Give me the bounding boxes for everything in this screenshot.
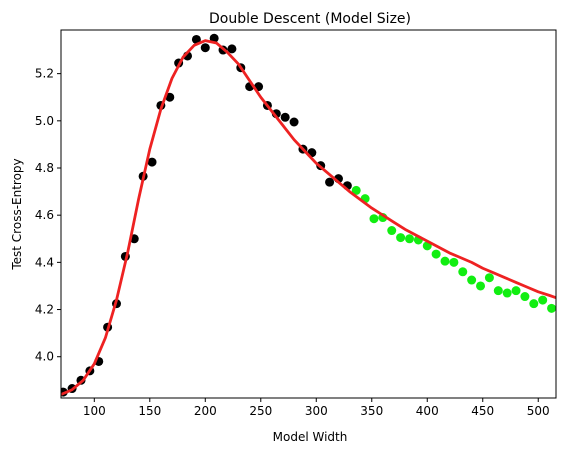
x-tick-label: 250 xyxy=(249,404,272,418)
data-point xyxy=(502,288,512,298)
data-point xyxy=(493,286,503,296)
y-tick-label: 4.8 xyxy=(35,161,54,175)
data-point xyxy=(209,33,219,43)
plot-frame xyxy=(60,29,557,399)
data-point xyxy=(458,267,468,277)
data-point xyxy=(431,249,441,259)
y-tick-label: 5.2 xyxy=(35,67,54,81)
x-tick-label: 350 xyxy=(360,404,383,418)
data-point xyxy=(200,43,210,53)
plot-marks xyxy=(61,33,556,397)
fit-line xyxy=(61,39,556,396)
data-point xyxy=(369,214,379,224)
data-point xyxy=(529,299,539,309)
x-tick-label: 400 xyxy=(416,404,439,418)
data-point xyxy=(511,286,521,296)
data-point xyxy=(520,292,530,302)
y-tick-label: 4.0 xyxy=(35,350,54,364)
data-point xyxy=(351,185,361,195)
y-tick-label: 4.6 xyxy=(35,208,54,222)
data-point xyxy=(484,273,494,283)
y-axis-label: Test Cross-Entropy xyxy=(10,158,24,270)
y-tick-label: 4.4 xyxy=(35,255,54,269)
x-tick-label: 300 xyxy=(305,404,328,418)
y-tick-label: 4.2 xyxy=(35,303,54,317)
y-axis: 4.0 4.2 4.4 4.6 4.8 5.0 5.2 xyxy=(35,67,61,364)
data-point xyxy=(449,257,459,267)
data-point xyxy=(440,256,450,266)
x-tick-label: 500 xyxy=(527,404,550,418)
data-point xyxy=(165,92,175,102)
x-axis-label: Model Width xyxy=(273,430,348,444)
data-point xyxy=(476,281,486,291)
data-point xyxy=(547,303,556,313)
x-tick-label: 150 xyxy=(138,404,161,418)
x-tick-label: 200 xyxy=(194,404,217,418)
data-point xyxy=(405,234,414,244)
data-point xyxy=(467,275,477,285)
chart-title: Double Descent (Model Size) xyxy=(209,11,411,27)
data-point xyxy=(191,34,201,44)
x-tick-label: 100 xyxy=(83,404,106,418)
data-point xyxy=(325,177,335,187)
data-point xyxy=(147,157,157,167)
data-point xyxy=(289,117,299,127)
data-point xyxy=(396,233,406,243)
data-point xyxy=(387,226,397,236)
x-axis: 100 150 200 250 300 350 400 450 500 xyxy=(83,398,550,418)
data-point xyxy=(538,295,548,305)
y-tick-label: 5.0 xyxy=(35,114,54,128)
data-point xyxy=(227,44,237,54)
x-tick-label: 450 xyxy=(471,404,494,418)
data-point xyxy=(280,112,290,122)
